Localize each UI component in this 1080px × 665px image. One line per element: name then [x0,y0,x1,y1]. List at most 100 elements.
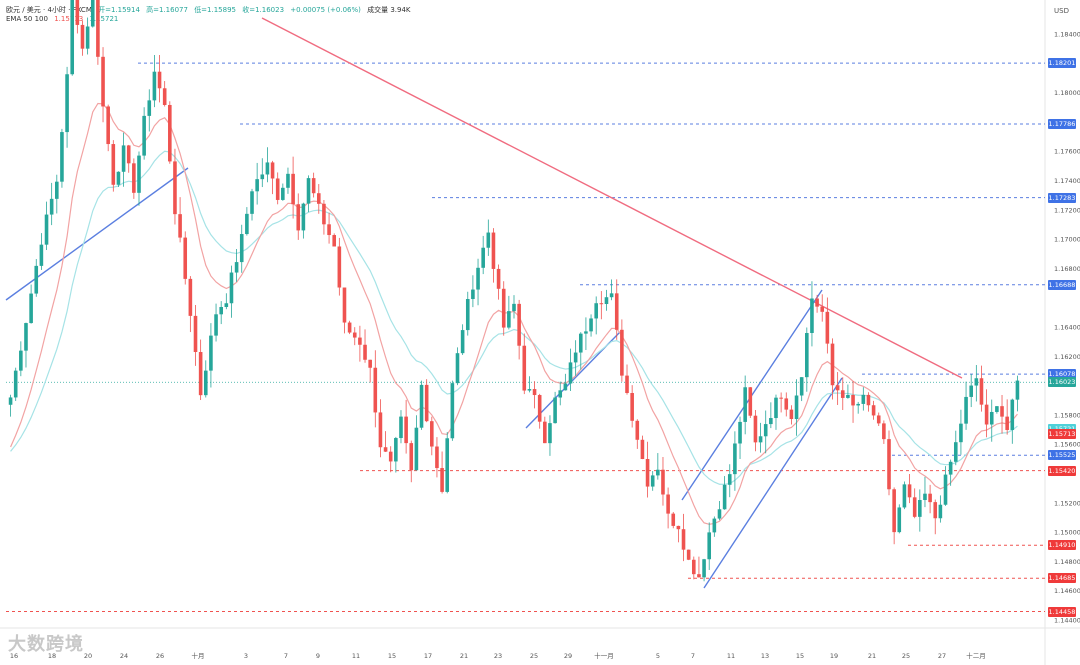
candle-body [481,247,485,268]
candle-body [116,171,121,185]
candle [224,293,229,310]
candle [435,437,439,478]
candle [455,347,460,386]
time-tick-label: 19 [830,652,838,660]
time-tick-label: 十月 [192,651,205,660]
candle [322,200,326,235]
candle-body [866,394,871,406]
price-tick-label: 1.14600 [1054,587,1080,595]
candle-body [8,397,13,405]
time-tick-label: 11 [352,652,360,660]
candle-body [522,345,527,391]
candle-body [620,329,624,376]
candle-body [887,439,891,490]
candle [897,504,902,534]
candle-body [327,224,331,236]
time-tick-label: 3 [244,652,248,660]
candle-body [214,314,218,336]
candle-body [727,474,732,485]
candle-body [34,265,39,294]
candle-body [132,163,136,193]
candle [229,265,234,318]
candle-body [697,574,701,578]
candle [147,89,152,132]
level-price-badge: 1.14458 [1048,606,1076,617]
candle-body [414,427,419,471]
candle-body [1015,380,1020,400]
candle [327,212,331,244]
candle-body [399,416,403,439]
candle-body [969,385,973,397]
level-price-badge: 1.17786 [1048,118,1076,129]
candle [774,394,778,430]
candle [856,401,860,414]
candle [938,495,943,523]
candle [512,295,516,319]
candle-body [471,289,475,300]
candle [825,297,830,354]
candle [476,258,480,306]
candle [496,264,501,300]
candle [984,389,989,438]
candle [65,66,69,148]
candle-body [640,439,645,460]
candle [239,224,244,273]
candle [650,471,655,491]
candle [1005,399,1009,435]
candle-body [275,178,280,200]
candle-body [578,333,583,353]
candle-body [661,469,665,495]
candle [604,289,609,311]
candle-body [681,529,686,550]
candle-body [178,214,182,238]
candle [394,436,398,473]
candle [573,340,578,376]
candle [501,281,506,336]
candle [548,415,552,456]
candle [316,184,321,214]
candle-body [198,352,203,396]
candle [517,299,521,360]
candle [676,525,681,543]
candle [424,379,429,423]
candle [799,377,804,402]
candle-body [691,559,696,575]
candle [332,233,337,247]
candle-body [111,144,116,185]
candle-body [671,513,676,526]
candle [959,409,963,455]
candle-body [352,332,357,338]
price-tick-label: 1.15200 [1054,499,1080,507]
candle [835,372,840,405]
candle [887,430,891,496]
candle [543,416,547,444]
candle [90,0,95,28]
candle [656,453,660,480]
candle-body [419,384,424,428]
candle-body [55,181,59,199]
candle [722,476,727,510]
candle-body [476,267,480,290]
candle-body [496,268,501,289]
candle [414,415,419,471]
candle-body [861,394,866,404]
candle [563,373,568,391]
candle-body [209,335,213,371]
candle-body [676,525,681,530]
candle-body [85,26,90,49]
candle [491,228,496,283]
level-price-badge: 1.16688 [1048,279,1076,290]
low-value: 低=1.15895 [194,6,236,14]
candle-body [645,459,650,487]
candle-body [989,411,994,425]
candle [769,402,773,429]
price-tick-label: 1.17400 [1054,177,1080,185]
candle-body [635,420,640,440]
candle [758,422,763,453]
candle-body [394,438,398,462]
candle [625,364,629,395]
candle [203,360,208,398]
candle [388,446,393,473]
candle [820,294,825,322]
